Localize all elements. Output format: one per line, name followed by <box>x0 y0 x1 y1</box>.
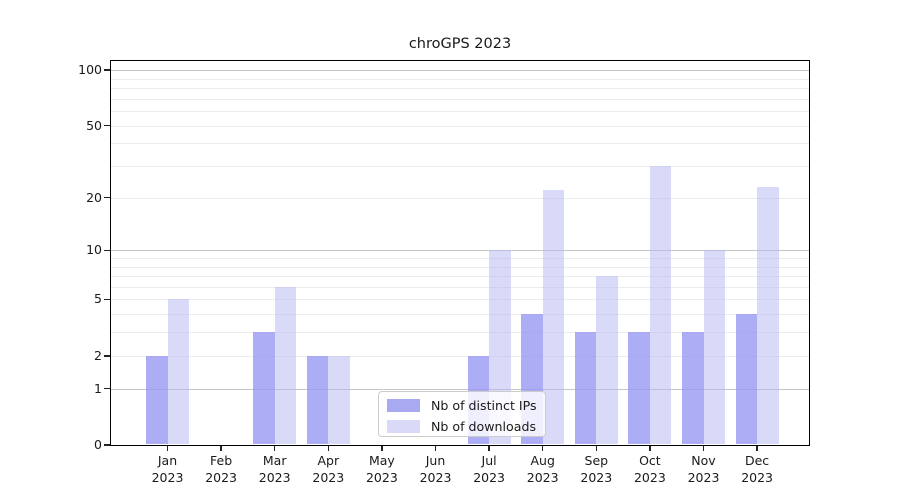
y-tick-label-20: 20 <box>86 189 102 205</box>
x-tick-year: 2023 <box>365 469 398 485</box>
gridline-6 <box>110 286 810 288</box>
bar-ips-mar <box>253 332 275 445</box>
gridline-90 <box>110 78 810 80</box>
y-tick-label-10: 10 <box>86 242 102 258</box>
gridline-9 <box>110 258 810 259</box>
gridline-1 <box>110 388 810 390</box>
x-tick-year: 2023 <box>526 469 559 485</box>
x-tick-label-nov: Nov 2023 <box>672 453 736 486</box>
legend-entry-downloads: Nb of downloads <box>387 418 545 435</box>
y-tick-1 <box>104 387 110 390</box>
y-tick-10 <box>104 249 110 251</box>
gridline-80 <box>110 88 810 90</box>
x-tick-jul <box>488 446 490 451</box>
x-tick-jun <box>434 446 437 451</box>
gridline-50 <box>110 125 810 127</box>
x-tick-label-jul: Jul 2023 <box>457 453 521 486</box>
x-tick-label-dec: Dec 2023 <box>725 453 789 486</box>
y-tick-label-2: 2 <box>94 347 102 363</box>
x-tick-label-aug: Aug 2023 <box>511 453 575 486</box>
bar-ips-oct <box>628 332 650 445</box>
x-tick-feb <box>220 446 222 451</box>
legend-label-distinct-ips: Nb of distinct IPs <box>431 398 537 413</box>
gridline-7 <box>110 276 810 278</box>
bar-downloads-oct <box>649 166 672 445</box>
y-tick-label-100: 100 <box>78 62 102 78</box>
bar-downloads-sep <box>596 276 618 445</box>
x-tick-year: 2023 <box>687 469 720 485</box>
x-tick-apr <box>327 446 330 451</box>
gridline-20 <box>110 197 810 199</box>
plot-area <box>110 60 810 446</box>
gridline-8 <box>110 266 810 268</box>
x-tick-label-sep: Sep 2023 <box>564 453 628 486</box>
x-tick-year: 2023 <box>580 469 613 485</box>
bar-downloads-aug <box>542 190 565 445</box>
x-tick-label-oct: Oct 2023 <box>618 453 682 486</box>
y-tick-50 <box>104 124 110 127</box>
gridline-30 <box>110 166 810 168</box>
y-tick-label-5: 5 <box>94 291 102 307</box>
bar-ips-jan <box>146 355 168 445</box>
bar-downloads-mar <box>274 286 297 445</box>
x-tick-year: 2023 <box>312 469 345 485</box>
gridline-2 <box>110 355 810 357</box>
gridline-10 <box>110 250 810 252</box>
x-tick-label-mar: Mar 2023 <box>243 453 307 486</box>
gridline-60 <box>110 111 810 113</box>
x-tick-label-may: May 2023 <box>350 453 414 486</box>
legend: Nb of distinct IPs Nb of downloads <box>378 391 546 437</box>
y-tick-0 <box>104 444 110 446</box>
legend-entry-distinct-ips: Nb of distinct IPs <box>387 397 545 414</box>
bar-ips-sep <box>574 332 597 445</box>
legend-swatch-downloads <box>387 420 420 433</box>
x-tick-mar <box>273 446 276 451</box>
x-tick-label-apr: Apr 2023 <box>296 453 360 486</box>
x-tick-year: 2023 <box>473 469 505 485</box>
bar-ips-nov <box>682 332 704 445</box>
bar-downloads-jan <box>167 299 189 445</box>
bar-ips-apr <box>306 355 329 445</box>
legend-label-downloads: Nb of downloads <box>431 419 537 434</box>
gridline-5 <box>110 299 810 301</box>
x-tick-may <box>381 446 383 451</box>
x-tick-year: 2023 <box>633 469 666 485</box>
gridline-3 <box>110 332 810 334</box>
y-tick-100 <box>104 69 110 71</box>
x-tick-label-jan: Jan 2023 <box>136 453 200 486</box>
chart-title: chroGPS 2023 <box>408 36 512 52</box>
bar-downloads-dec <box>757 186 779 445</box>
gridline-4 <box>110 314 810 316</box>
x-tick-dec <box>756 446 758 451</box>
y-tick-20 <box>104 196 110 199</box>
x-tick-label-feb: Feb 2023 <box>189 453 253 486</box>
gridline-70 <box>110 98 810 100</box>
y-tick-label-1: 1 <box>94 380 102 396</box>
x-tick-sep <box>595 446 598 451</box>
y-tick-label-0: 0 <box>94 437 102 452</box>
gridline-40 <box>110 143 810 145</box>
x-tick-year: 2023 <box>258 469 291 485</box>
bar-downloads-nov <box>703 250 725 445</box>
legend-swatch-distinct-ips <box>387 399 420 412</box>
x-tick-label-jun: Jun 2023 <box>404 453 468 486</box>
x-tick-jan <box>166 446 169 451</box>
y-tick-label-50: 50 <box>86 117 102 133</box>
gridline-100 <box>110 70 810 72</box>
bar-ips-dec <box>735 314 758 445</box>
x-tick-year: 2023 <box>205 469 237 485</box>
y-tick-5 <box>104 298 110 301</box>
bar-downloads-apr <box>328 355 350 445</box>
x-tick-oct <box>649 446 651 451</box>
x-tick-aug <box>541 446 544 451</box>
x-tick-year: 2023 <box>741 469 773 485</box>
x-tick-nov <box>702 446 705 451</box>
x-tick-year: 2023 <box>419 469 452 485</box>
y-tick-2 <box>104 355 110 357</box>
x-tick-year: 2023 <box>151 469 184 485</box>
